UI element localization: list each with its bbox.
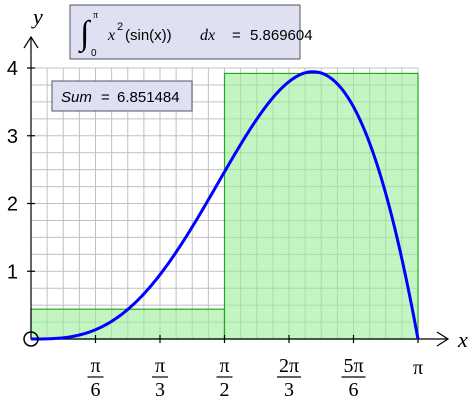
- x-tick-label-1: π6: [87, 355, 104, 401]
- sum-box[interactable]: Sum = 6.851484: [51, 80, 193, 112]
- x-tick-label-6: π: [413, 357, 423, 379]
- x-tick-numerator: π: [155, 355, 165, 377]
- integral-box[interactable]: ∫ π 0 x 2 (sin(x)) dx = 5.869604: [69, 4, 313, 60]
- y-tick-label-2: 2: [7, 194, 18, 216]
- function-curve: [31, 70, 420, 341]
- integral-value: 5.869604: [250, 27, 313, 44]
- y-tick-labels: 1 2 3 4: [7, 58, 18, 283]
- integral-sign: ∫: [78, 15, 92, 54]
- x-tick-label-4: 2π3: [277, 355, 301, 401]
- sum-value: 6.851484: [117, 89, 180, 106]
- x-tick-numerator: 2π: [279, 355, 299, 377]
- x-tick-label-2: π3: [152, 355, 168, 401]
- x-tick-denominator: 3: [155, 379, 165, 401]
- x-tick-label-5: 5π6: [341, 355, 366, 401]
- x-tick-denominator: 3: [284, 379, 294, 401]
- y-tick-label-4: 4: [7, 58, 18, 80]
- sum-equals: =: [101, 89, 110, 106]
- origin-point[interactable]: [23, 331, 39, 347]
- riemann-rectangle-1: [30, 308, 226, 340]
- integral-lower-limit: 0: [91, 48, 97, 59]
- x-tick-denominator: 2: [220, 379, 230, 401]
- y-tick-label-1: 1: [7, 261, 18, 283]
- x-tick-label-3: π2: [216, 355, 233, 401]
- axes: [23, 35, 450, 347]
- integral-differential: dx: [200, 27, 215, 44]
- x-axis-label: x: [457, 327, 468, 352]
- sum-label: Sum: [61, 89, 92, 106]
- x-tick-denominator: 6: [349, 379, 359, 401]
- integral-upper-limit: π: [93, 10, 98, 21]
- integral-equals: =: [232, 27, 241, 44]
- x-tick-numerator: π: [219, 355, 229, 377]
- y-tick-label-3: 3: [7, 126, 18, 148]
- x-tick-denominator: 6: [91, 379, 101, 401]
- integrand-exponent: 2: [117, 21, 123, 33]
- integrand-tail: (sin(x)): [125, 27, 172, 44]
- y-axis-label: y: [31, 4, 43, 29]
- y-axis-arrow-icon: [23, 35, 39, 49]
- x-tick-numerator: π: [413, 357, 423, 379]
- riemann-rectangles: [30, 72, 419, 340]
- integrand-variable: x: [107, 27, 115, 44]
- x-tick-numerator: π: [90, 355, 100, 377]
- x-axis-arrow-icon: [436, 331, 450, 347]
- x-tick-numerator: 5π: [343, 355, 363, 377]
